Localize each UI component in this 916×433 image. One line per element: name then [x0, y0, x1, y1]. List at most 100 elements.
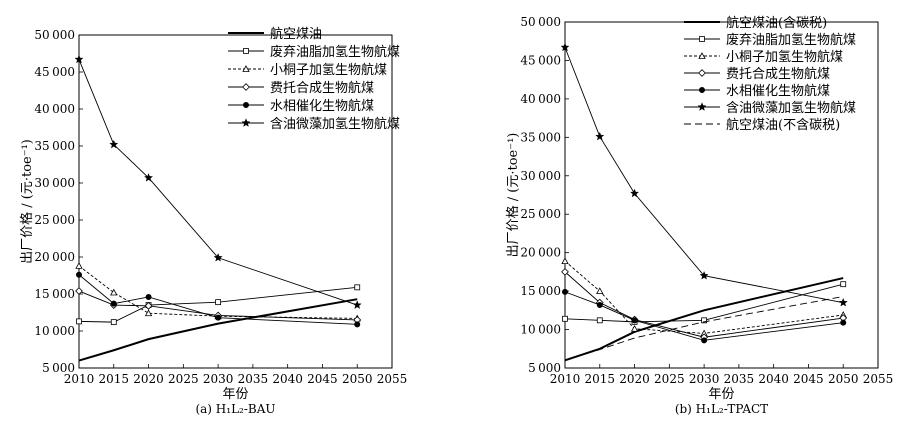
data-point — [144, 301, 153, 310]
data-point — [76, 318, 82, 325]
legend-label: 小桐子加氢生物航煤 — [270, 62, 387, 78]
legend: 航空煤油废弃油脂加氢生物航煤小桐子加氢生物航煤费托合成生物航煤水相催化生物航煤含… — [228, 26, 400, 132]
x-tick-label: 2020 — [133, 372, 164, 386]
data-point — [110, 300, 117, 307]
series-line — [564, 296, 844, 361]
legend-marker — [699, 87, 706, 94]
data-point — [74, 54, 84, 64]
y-axis-title: 出厂价格 / (元·toe⁻¹) — [505, 133, 521, 258]
data-point — [840, 319, 847, 326]
data-point — [701, 317, 708, 324]
legend-label: 废弃油脂加氢生物航煤 — [270, 44, 400, 60]
data-point — [110, 288, 118, 296]
plot-frame — [564, 21, 879, 369]
data-point — [701, 337, 708, 344]
series-7 — [564, 296, 844, 361]
y-tick-label: 20 000 — [520, 246, 561, 260]
data-point — [75, 287, 83, 295]
data-point — [213, 252, 223, 262]
data-point — [109, 139, 119, 149]
data-point — [562, 288, 569, 295]
data-point — [595, 131, 605, 141]
legend-label: 费托合成生物航煤 — [270, 80, 374, 96]
x-tick-label: 2035 — [238, 372, 269, 386]
legend-label: 费托合成生物航煤 — [726, 66, 830, 82]
y-tick-label: 45 000 — [520, 53, 561, 67]
data-point — [630, 324, 639, 332]
data-point — [354, 284, 361, 291]
series-line — [564, 283, 844, 323]
legend-label: 航空煤油 — [270, 26, 322, 42]
x-tick-label: 2010 — [550, 372, 581, 386]
legend-marker — [241, 118, 251, 127]
series-line — [78, 298, 358, 362]
y-tick-label: 25 000 — [34, 213, 75, 227]
legend-marker — [699, 36, 705, 42]
data-point — [596, 317, 603, 324]
x-tick-label: 2055 — [377, 372, 408, 386]
series-6 — [74, 54, 362, 309]
legend-marker — [242, 102, 249, 109]
x-tick-label: 2045 — [793, 372, 824, 386]
legend-label: 航空煤油(不含碳税) — [726, 117, 840, 133]
series-3 — [561, 257, 847, 337]
panel-caption: (b) H₁L₂-TPACT — [675, 402, 768, 416]
x-tick-label: 2025 — [654, 372, 685, 386]
x-tick-label: 2050 — [342, 372, 373, 386]
data-point — [215, 314, 222, 321]
data-point — [144, 309, 153, 317]
data-point — [840, 281, 847, 288]
series-5 — [76, 271, 361, 328]
legend-marker — [697, 102, 707, 111]
data-point — [75, 262, 83, 269]
data-point — [561, 268, 569, 276]
plot-frame — [78, 34, 393, 369]
data-point — [76, 271, 83, 278]
series-line — [564, 277, 844, 362]
x-tick-label: 2010 — [64, 372, 95, 386]
data-point — [560, 42, 570, 52]
data-point — [631, 317, 638, 324]
y-tick-label: 40 000 — [520, 92, 561, 106]
y-tick-label: 30 000 — [520, 169, 561, 183]
legend-label: 小桐子加氢生物航煤 — [726, 49, 843, 65]
x-tick-label: 2050 — [828, 372, 859, 386]
x-tick-label: 2035 — [724, 372, 755, 386]
y-tick-label: 15 000 — [520, 284, 561, 298]
y-tick-label: 50 000 — [34, 28, 75, 42]
series-1 — [78, 298, 358, 362]
legend-marker — [242, 83, 250, 91]
data-point — [354, 321, 361, 328]
x-axis-title: 年份 — [708, 387, 734, 402]
legend-label: 水相催化生物航煤 — [270, 98, 374, 114]
data-point — [215, 299, 222, 306]
y-tick-label: 25 000 — [520, 207, 561, 221]
y-tick-label: 5 000 — [528, 361, 561, 375]
legend-label: 含油微藻加氢生物航煤 — [270, 116, 400, 132]
data-point — [596, 301, 603, 308]
x-axis-title: 年份 — [222, 387, 248, 402]
x-tick-label: 2040 — [758, 372, 789, 386]
series-line — [78, 59, 358, 306]
legend-marker — [698, 69, 706, 77]
data-point — [144, 173, 154, 182]
y-tick-label: 50 000 — [520, 15, 561, 29]
y-tick-label: 30 000 — [34, 176, 75, 190]
legend-marker — [242, 65, 250, 72]
legend-marker — [243, 48, 249, 54]
y-tick-label: 35 000 — [34, 139, 75, 153]
data-point — [630, 188, 640, 198]
legend-label: 航空煤油(含碳税) — [726, 15, 827, 31]
legend-marker — [698, 52, 706, 59]
data-point — [561, 257, 569, 265]
x-tick-label: 2030 — [689, 372, 720, 386]
chart-panel-a: 5 000 10 000 15 000 20 000 25 000 30 000 35 00… — [19, 26, 407, 416]
legend-label: 含油微藻加氢生物航煤 — [726, 100, 856, 116]
data-point — [110, 319, 117, 326]
y-tick-label: 35 000 — [520, 130, 561, 144]
legend-label: 废弃油脂加氢生物航煤 — [726, 32, 856, 48]
x-tick-label: 2015 — [99, 372, 130, 386]
x-tick-label: 2030 — [203, 372, 234, 386]
x-tick-label: 2015 — [585, 372, 616, 386]
